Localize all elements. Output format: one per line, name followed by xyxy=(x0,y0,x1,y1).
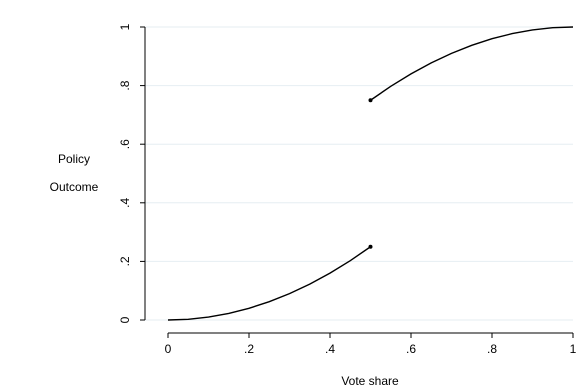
x-tick-label-4: .8 xyxy=(487,342,497,356)
series-line-1 xyxy=(370,26,574,101)
x-axis-ticks: 0 .2 .4 .6 .8 1 xyxy=(165,333,577,356)
y-tick-label-2: .4 xyxy=(118,197,132,207)
y-tick-label-3: .6 xyxy=(118,139,132,149)
series-line-0 xyxy=(167,246,371,321)
y-axis-title-line-1: Policy xyxy=(58,152,90,166)
y-tick-label-4: .8 xyxy=(118,80,132,90)
x-tick-label-2: .4 xyxy=(325,342,335,356)
series-group xyxy=(167,26,574,321)
x-tick-label-3: .6 xyxy=(406,342,416,356)
y-tick-label-0: 0 xyxy=(118,316,132,323)
y-axis-ticks: 0 .2 .4 .6 .8 1 xyxy=(118,23,145,323)
gridlines xyxy=(145,26,573,321)
y-tick-label-5: 1 xyxy=(118,23,132,30)
x-tick-label-1: .2 xyxy=(244,342,254,356)
series-endpoint-1 xyxy=(368,98,373,103)
series-endpoint-0 xyxy=(368,244,373,249)
y-tick-label-1: .2 xyxy=(118,256,132,266)
x-axis-title: Vote share xyxy=(341,374,399,388)
x-tick-label-0: 0 xyxy=(165,342,172,356)
y-axis-title-line-2: Outcome xyxy=(50,180,99,194)
x-tick-label-5: 1 xyxy=(570,342,577,356)
